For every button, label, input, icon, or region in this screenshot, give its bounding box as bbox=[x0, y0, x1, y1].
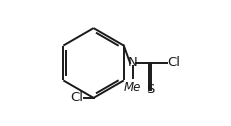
Text: Cl: Cl bbox=[167, 56, 180, 70]
Text: Cl: Cl bbox=[70, 91, 83, 104]
Text: Me: Me bbox=[124, 81, 141, 94]
Text: S: S bbox=[146, 83, 154, 96]
Text: N: N bbox=[127, 56, 137, 70]
